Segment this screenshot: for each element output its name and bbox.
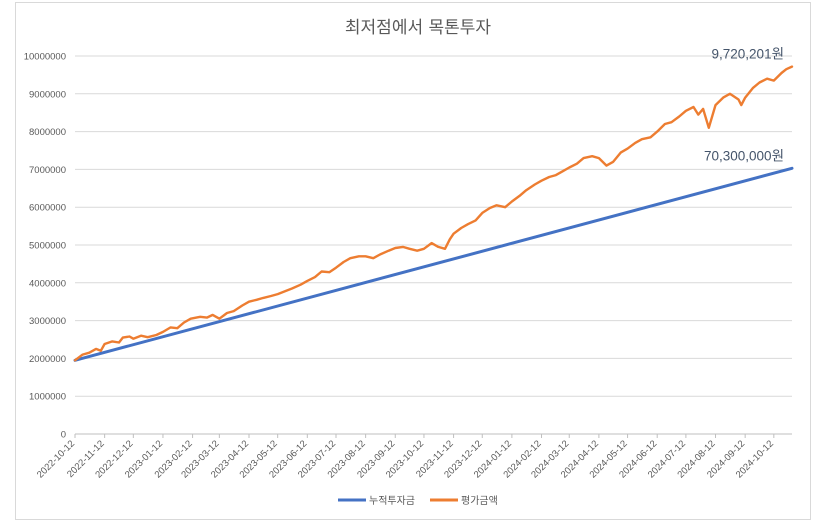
legend: 누적투자금 평가금액 bbox=[338, 495, 498, 507]
gridlines bbox=[75, 55, 792, 435]
y-tick-label: 2000000 bbox=[29, 354, 66, 365]
legend-label: 평가금액 bbox=[461, 495, 498, 507]
series-lines bbox=[73, 65, 794, 362]
legend-label: 누적투자금 bbox=[369, 495, 415, 507]
series-line-cumulative-investment bbox=[73, 166, 794, 362]
y-tick-label: 9000000 bbox=[29, 89, 66, 100]
y-tick-label: 10000000 bbox=[24, 52, 66, 63]
chart-title: 최저점에서 목톤투자 bbox=[345, 18, 492, 38]
series-line-valuation bbox=[73, 65, 794, 362]
y-tick-label: 1000000 bbox=[29, 392, 66, 403]
y-tick-label: 5000000 bbox=[29, 241, 66, 252]
y-tick-label: 7000000 bbox=[29, 165, 66, 176]
y-tick-label: 0 bbox=[61, 430, 66, 441]
y-tick-label: 3000000 bbox=[29, 316, 66, 327]
y-axis-ticks: 0 1000000 2000000 3000000 4000000 5000000 6000… bbox=[24, 52, 66, 441]
y-tick-label: 4000000 bbox=[29, 278, 66, 289]
annotations: 9,720,201원 70,300,000원 bbox=[704, 47, 784, 164]
y-tick-label: 8000000 bbox=[29, 127, 66, 138]
x-axis-ticks: 2022-10-122022-11-122022-12-122023-01-12… bbox=[35, 434, 776, 480]
value-annotation: 9,720,201원 bbox=[712, 47, 784, 62]
value-annotation: 70,300,000원 bbox=[704, 148, 784, 163]
y-tick-label: 6000000 bbox=[29, 203, 66, 214]
